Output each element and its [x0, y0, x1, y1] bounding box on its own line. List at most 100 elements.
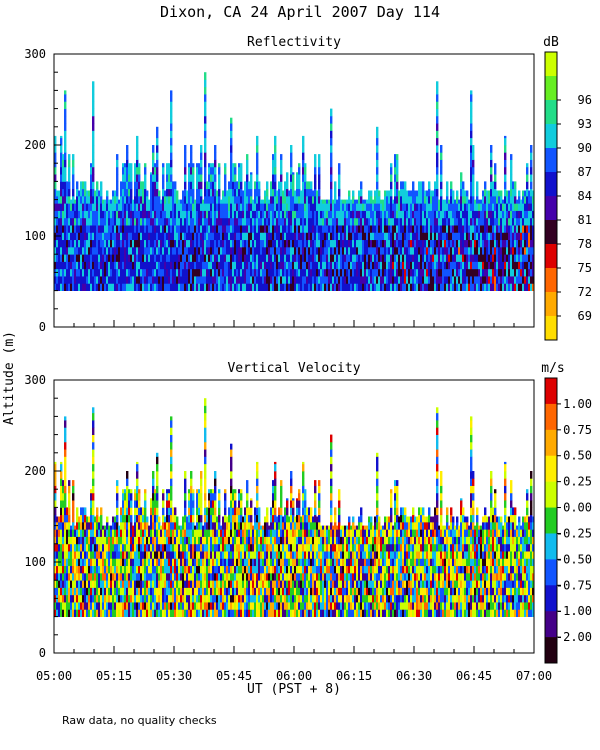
- data-cell: [108, 210, 111, 219]
- data-cell: [158, 246, 161, 255]
- data-cell: [236, 188, 239, 197]
- data-cell: [392, 203, 395, 211]
- data-cell: [226, 254, 229, 262]
- data-cell: [384, 246, 387, 255]
- data-cell: [172, 529, 175, 537]
- data-cell: [104, 268, 107, 277]
- data-cell: [106, 239, 109, 248]
- data-cell: [524, 195, 527, 204]
- data-cell: [170, 188, 173, 197]
- data-cell: [86, 516, 89, 523]
- data-cell: [118, 276, 121, 284]
- data-cell: [168, 507, 171, 516]
- data-cell: [240, 268, 243, 277]
- data-cell: [176, 283, 179, 291]
- data-cell: [438, 225, 441, 233]
- data-cell: [152, 181, 155, 190]
- data-cell: [186, 283, 189, 291]
- data-cell: [186, 609, 189, 617]
- data-cell: [130, 507, 133, 516]
- data-cell: [64, 420, 67, 428]
- data-cell: [478, 254, 481, 262]
- data-cell: [110, 572, 113, 581]
- data-cell: [430, 210, 433, 219]
- data-cell: [76, 239, 79, 248]
- data-cell: [330, 108, 333, 117]
- data-cell: [150, 536, 153, 545]
- data-cell: [494, 239, 497, 248]
- colorbar-swatch: [545, 268, 557, 293]
- data-cell: [482, 254, 485, 262]
- data-cell: [254, 203, 257, 211]
- data-cell: [96, 246, 99, 255]
- data-cell: [190, 225, 193, 233]
- data-cell: [142, 210, 145, 219]
- data-cell: [138, 166, 141, 175]
- data-cell: [490, 210, 493, 219]
- data-cell: [240, 261, 243, 270]
- data-cell: [296, 261, 299, 270]
- data-cell: [152, 188, 155, 197]
- data-cell: [116, 254, 119, 262]
- data-cell: [504, 188, 507, 197]
- data-cell: [114, 283, 117, 291]
- data-cell: [358, 195, 361, 204]
- data-cell: [108, 543, 111, 552]
- data-cell: [138, 188, 141, 197]
- data-cell: [274, 166, 277, 175]
- data-cell: [176, 609, 179, 617]
- data-cell: [94, 225, 97, 233]
- data-cell: [64, 210, 67, 219]
- data-cell: [254, 254, 257, 262]
- data-cell: [358, 276, 361, 284]
- data-cell: [360, 181, 363, 190]
- data-cell: [84, 188, 87, 197]
- data-cell: [150, 232, 153, 241]
- data-cell: [58, 529, 61, 537]
- data-cell: [436, 81, 439, 88]
- data-cell: [390, 217, 393, 226]
- data-cell: [170, 416, 173, 421]
- data-cell: [60, 485, 63, 494]
- data-cell: [156, 492, 159, 501]
- data-cell: [446, 225, 449, 233]
- data-cell: [160, 199, 163, 204]
- data-cell: [184, 529, 187, 537]
- data-cell: [476, 268, 479, 277]
- data-cell: [68, 283, 71, 291]
- data-cell: [178, 210, 181, 219]
- data-cell: [404, 276, 407, 284]
- data-cell: [156, 166, 159, 175]
- data-cell: [390, 254, 393, 262]
- data-cell: [160, 239, 163, 248]
- data-cell: [274, 135, 277, 139]
- data-cell: [250, 217, 253, 226]
- data-cell: [270, 210, 273, 219]
- data-cell: [436, 137, 439, 146]
- data-cell: [118, 529, 121, 537]
- data-cell: [144, 558, 147, 567]
- data-cell: [520, 203, 523, 211]
- data-cell: [224, 283, 227, 291]
- data-cell: [280, 188, 283, 197]
- data-cell: [468, 246, 471, 255]
- data-cell: [518, 232, 521, 241]
- data-cell: [464, 239, 467, 248]
- data-cell: [222, 190, 225, 197]
- data-cell: [342, 217, 345, 226]
- data-cell: [486, 276, 489, 284]
- data-cell: [146, 516, 149, 523]
- data-cell: [186, 225, 189, 233]
- data-cell: [166, 507, 169, 516]
- data-cell: [102, 587, 105, 596]
- data-cell: [314, 276, 317, 284]
- data-cell: [368, 203, 371, 211]
- data-cell: [528, 232, 531, 241]
- data-cell: [66, 551, 69, 559]
- data-cell: [462, 254, 465, 262]
- data-cell: [160, 587, 163, 596]
- data-cell: [56, 536, 59, 545]
- data-cell: [86, 283, 89, 291]
- data-cell: [224, 268, 227, 277]
- data-cell: [268, 232, 271, 241]
